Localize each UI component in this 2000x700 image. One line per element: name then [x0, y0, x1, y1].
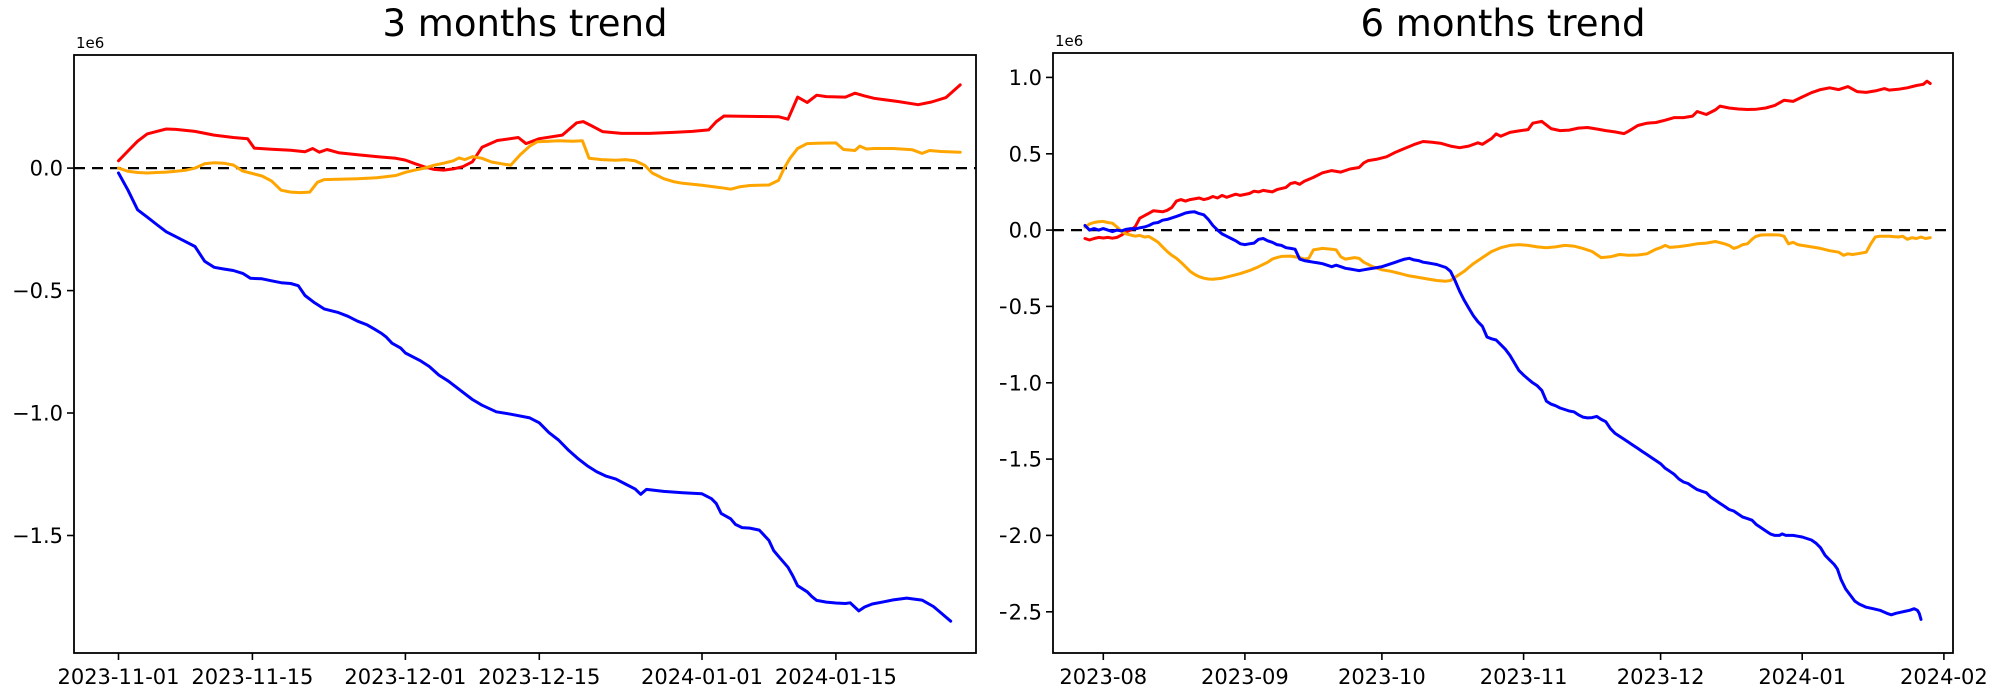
y-tick-label: 0.5	[1009, 142, 1042, 166]
plot-area: 2023-08 2023-09 2023-10 2023-11 2023-12 2024-…	[1000, 32, 1988, 689]
y-tick-label: 1.0	[1009, 66, 1042, 90]
x-tick-label: 2023-12-01	[344, 665, 466, 689]
y-tick-label: −0.5	[12, 279, 63, 303]
x-tick-label: 2023-11-01	[57, 665, 179, 689]
chart-title: 6 months trend	[1360, 2, 1646, 45]
x-tick-label: 2023-11-15	[191, 665, 313, 689]
series-line-blue	[117, 171, 953, 623]
x-tick-label: 2023-12-15	[478, 665, 600, 689]
series-line-orange	[117, 139, 962, 195]
y-tick-label: 0.0	[1009, 219, 1042, 243]
y-tick-label: −1.0	[1000, 371, 1042, 395]
x-tick-label: 2023-09	[1201, 665, 1289, 689]
x-tick-label: 2024-01	[1758, 665, 1846, 689]
y-tick-label: −2.5	[1000, 600, 1042, 624]
axis-offset-label: 1e6	[1055, 32, 1083, 50]
axes-spines	[1052, 52, 1954, 654]
x-tick-label: 2023-10	[1338, 665, 1426, 689]
chart-title: 3 months trend	[382, 2, 668, 45]
axis-offset-label: 1e6	[76, 34, 104, 52]
series-line-red	[117, 83, 962, 172]
plot-area: 2023-11-01 2023-11-15 2023-12-01 2023-12-15…	[12, 34, 977, 689]
three-months-trend-chart: 3 months trend 2023-11-01 2023-11-15 2023-…	[12, 2, 977, 689]
y-tick-label: −2.0	[1000, 524, 1042, 548]
x-tick-label: 2024-02	[1900, 665, 1988, 689]
x-tick-label: 2024-01-15	[775, 665, 897, 689]
y-tick-label: 0.0	[30, 157, 63, 181]
six-months-trend-chart: 6 months trend 2023-08 2023-09 2023-10 2023…	[1000, 0, 2000, 700]
x-tick-label: 2023-11	[1480, 665, 1568, 689]
series-line-red	[1083, 79, 1932, 242]
series-line-orange	[1083, 219, 1932, 283]
y-tick-label: −0.5	[1000, 295, 1042, 319]
y-tick-label: −1.0	[12, 402, 63, 426]
x-tick-label: 2024-01-01	[641, 665, 763, 689]
y-tick-label: −1.5	[12, 524, 63, 548]
y-tick-label: −1.5	[1000, 448, 1042, 472]
series-line-blue	[1083, 210, 1923, 621]
axes-spines	[73, 54, 977, 654]
x-tick-label: 2023-12	[1617, 665, 1705, 689]
x-tick-label: 2023-08	[1059, 665, 1147, 689]
